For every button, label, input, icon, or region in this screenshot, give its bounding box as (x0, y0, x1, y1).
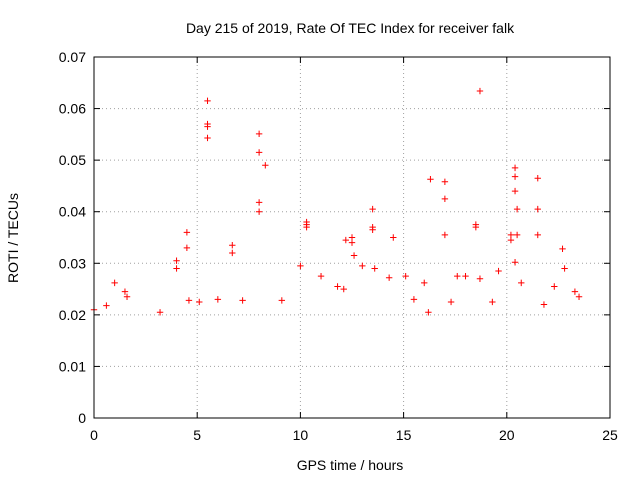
data-point (447, 298, 455, 306)
data-point (511, 173, 519, 180)
data-point (342, 236, 350, 244)
x-tick-label: 15 (396, 427, 412, 443)
data-point (111, 279, 118, 287)
data-point (369, 226, 376, 233)
y-tick-label: 0.06 (59, 101, 86, 117)
x-tick-label: 20 (499, 427, 515, 443)
data-point (340, 285, 347, 293)
data-point (229, 242, 236, 249)
data-point (540, 301, 548, 308)
data-point (183, 229, 191, 236)
points-layer (90, 87, 583, 316)
x-tick-label: 0 (90, 427, 98, 443)
data-point (262, 162, 269, 169)
y-tick-label: 0.03 (59, 255, 86, 271)
x-tick-label: 25 (602, 427, 618, 443)
y-tick-label: 0 (78, 410, 86, 426)
grid-layer (94, 57, 610, 418)
data-point (476, 87, 484, 95)
x-tick-label: 10 (293, 427, 309, 443)
data-point (369, 205, 376, 213)
y-tick-label: 0.05 (59, 152, 86, 168)
data-point (204, 123, 211, 130)
data-point (518, 279, 525, 287)
data-point (561, 265, 568, 272)
data-point (571, 288, 579, 295)
data-point (513, 205, 521, 213)
data-point (425, 309, 432, 316)
data-point (427, 176, 434, 183)
chart-title: Day 215 of 2019, Rate Of TEC Index for r… (186, 20, 515, 36)
data-point (421, 279, 428, 287)
data-point (559, 245, 566, 253)
data-point (371, 265, 378, 272)
data-point (185, 297, 193, 304)
y-tick-label: 0.07 (59, 49, 86, 65)
data-point (348, 239, 356, 246)
data-point (534, 174, 541, 182)
y-axis-label: ROTI / TECUs (5, 193, 21, 283)
data-point (183, 244, 191, 252)
data-point (121, 288, 129, 295)
x-axis-label: GPS time / hours (297, 457, 404, 473)
data-point (534, 205, 541, 213)
data-point (454, 272, 461, 280)
data-point (495, 267, 502, 275)
data-point (410, 296, 418, 303)
data-point (489, 298, 496, 306)
data-point (255, 130, 263, 138)
data-point (204, 134, 211, 142)
data-point (385, 274, 393, 281)
data-point (317, 272, 325, 280)
data-point (278, 297, 286, 304)
data-point (214, 296, 222, 303)
data-point (511, 164, 519, 172)
data-point (173, 257, 180, 264)
data-point (476, 275, 484, 282)
data-point (123, 293, 131, 301)
data-point (103, 302, 110, 309)
data-point (402, 272, 409, 280)
data-point (229, 249, 236, 257)
data-point (297, 262, 304, 270)
data-point (575, 293, 583, 301)
ticks-layer: 0 5 10 15 20 25 0 0.01 0.02 0.03 0.04 0.05 0.06 0.07 (59, 49, 618, 443)
data-point (462, 272, 469, 280)
data-point (156, 309, 164, 316)
data-point (551, 283, 558, 290)
y-tick-label: 0.01 (59, 358, 86, 374)
data-point (441, 195, 449, 203)
data-point (255, 208, 263, 215)
data-point (511, 187, 519, 195)
data-point (303, 223, 310, 231)
data-point (204, 97, 211, 105)
data-point (359, 262, 366, 270)
data-point (513, 231, 521, 239)
data-point (350, 252, 358, 259)
y-tick-label: 0.04 (59, 204, 86, 220)
data-point (441, 231, 449, 239)
data-point (196, 298, 203, 306)
x-tick-label: 5 (193, 427, 201, 443)
data-point (255, 149, 263, 156)
data-point (255, 199, 263, 206)
data-point (441, 178, 449, 186)
data-point (472, 223, 480, 231)
data-point (511, 259, 519, 266)
data-point (173, 265, 180, 272)
data-point (534, 231, 541, 239)
data-point (239, 297, 246, 304)
data-point (507, 236, 515, 244)
y-tick-label: 0.02 (59, 307, 86, 323)
data-point (334, 283, 341, 290)
plot-frame (93, 56, 611, 419)
data-point (390, 234, 397, 241)
